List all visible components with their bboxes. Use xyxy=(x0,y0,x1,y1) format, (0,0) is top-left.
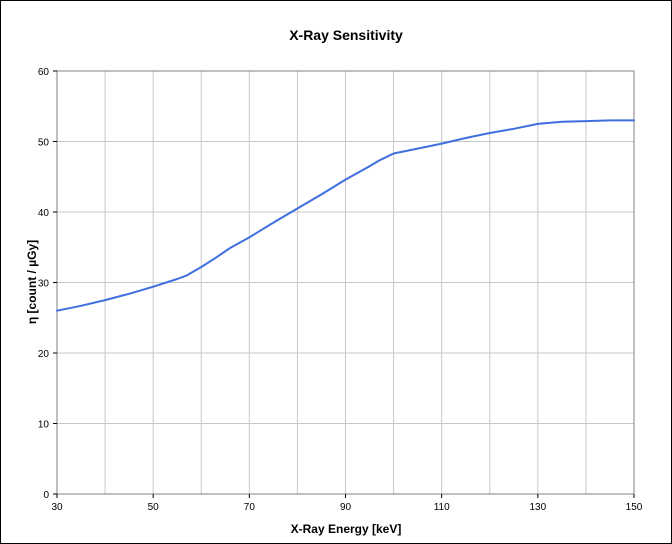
y-tick-label: 10 xyxy=(38,420,50,431)
y-tick-label: 20 xyxy=(38,349,50,360)
y-axis-ticks: 0 10 20 30 40 50 60 xyxy=(38,67,57,501)
series-layer xyxy=(56,119,635,312)
chart-title: X-Ray Sensitivity xyxy=(289,27,403,43)
x-tick-label: 30 xyxy=(51,502,63,513)
y-tick-label: 50 xyxy=(38,138,50,149)
y-tick-label: 0 xyxy=(43,490,49,501)
x-axis-ticks: 30 50 70 90 110 130 150 xyxy=(51,494,643,513)
y-tick-label: 30 xyxy=(38,279,50,290)
series-line xyxy=(56,119,635,312)
y-axis-label: η [count / µGy] xyxy=(25,240,39,324)
y-tick-label: 60 xyxy=(38,67,50,78)
x-tick-label: 150 xyxy=(626,502,643,513)
x-tick-label: 90 xyxy=(340,502,352,513)
x-tick-label: 110 xyxy=(434,502,450,513)
x-axis-label: X-Ray Energy [keV] xyxy=(291,522,402,536)
grid xyxy=(57,71,634,494)
x-tick-label: 130 xyxy=(529,502,546,513)
y-tick-label: 40 xyxy=(38,208,50,219)
x-tick-label: 70 xyxy=(244,502,256,513)
x-tick-label: 50 xyxy=(148,502,160,513)
